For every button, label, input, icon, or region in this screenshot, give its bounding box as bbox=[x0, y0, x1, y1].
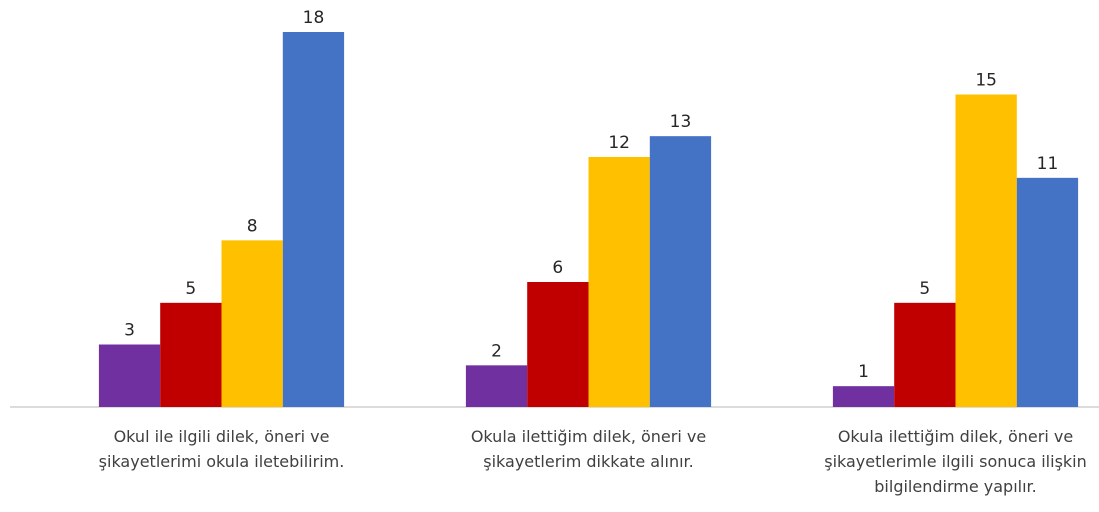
bar bbox=[527, 282, 589, 407]
value-label: 13 bbox=[670, 112, 692, 132]
bar bbox=[221, 240, 283, 407]
bar bbox=[894, 302, 956, 407]
bar bbox=[1016, 177, 1079, 407]
x-tick-label: Okula ilettiğim dilek, öneri ve şikayetl… bbox=[470, 427, 707, 471]
value-label: 2 bbox=[491, 341, 502, 361]
bar bbox=[282, 32, 345, 407]
value-label: 11 bbox=[1037, 154, 1059, 174]
bar bbox=[465, 365, 528, 407]
value-label: 15 bbox=[975, 71, 997, 91]
bar bbox=[832, 386, 895, 407]
x-tick-label: Okula ilettiğim dilek, öneri ve şikayetl… bbox=[824, 427, 1087, 496]
bar bbox=[98, 344, 161, 407]
bar bbox=[649, 136, 712, 407]
value-label: 12 bbox=[608, 133, 630, 153]
value-label: 18 bbox=[303, 8, 325, 28]
value-label: 5 bbox=[919, 279, 930, 299]
value-label: 8 bbox=[247, 216, 258, 236]
value-label: 6 bbox=[552, 258, 563, 278]
value-label: 3 bbox=[124, 321, 135, 341]
value-label: 1 bbox=[858, 362, 869, 382]
bar bbox=[955, 94, 1017, 407]
x-tick-label: Okul ile ilgili dilek, öneri ve şikayetl… bbox=[98, 427, 345, 471]
value-label: 5 bbox=[185, 279, 196, 299]
bar bbox=[588, 157, 650, 407]
bar bbox=[160, 302, 222, 407]
